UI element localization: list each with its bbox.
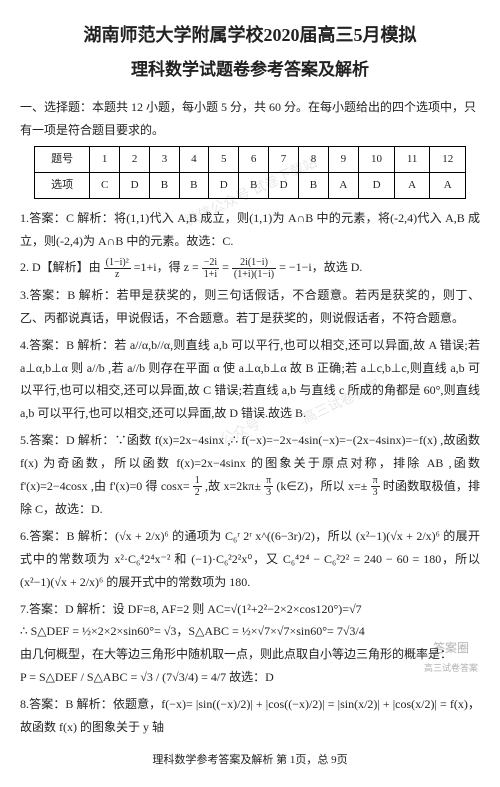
q2-block: 2. D【解析】由 (1−i)²z =1+i，得 z = −2i1+i = 2i…	[20, 256, 480, 280]
q5-c: (k∈Z)，所以 x=±	[276, 479, 367, 493]
q2-d: = −1−i，故选 D.	[279, 260, 362, 274]
frac-icon: (1−i)²z	[104, 257, 131, 280]
q3-block: 3.答案：B 解析：若甲是获奖的，则三句话假话，不合题意。若丙是获奖的，则丁、乙…	[20, 284, 480, 330]
q2-a: 2. D【解析】由	[20, 260, 101, 274]
q2-c: =	[222, 260, 229, 274]
frac-icon: π3	[371, 475, 380, 498]
title-main: 湖南师范大学附属学校2020届高三5月模拟	[20, 18, 480, 52]
answers-table: 题号 1 2 3 4 5 6 7 8 9 10 11 12 选项 C D B B…	[34, 146, 466, 199]
q1-block: 1.答案：C 解析：将(1,1)代入 A,B 成立，则(1,1)为 A∩B 中的…	[20, 207, 480, 253]
q5-b: ,故 x=2kπ±	[205, 479, 261, 493]
q2-b: =1+i，得 z =	[134, 260, 199, 274]
title-sub: 理科数学试题卷参考答案及解析	[20, 54, 480, 86]
header-label: 题号	[34, 147, 90, 173]
frac-icon: 12	[193, 475, 202, 498]
q7-c: 由几何概型，在大等边三角形中随机取一点，则此点取自小等边三角形的概率是：	[20, 643, 480, 666]
frac-icon: −2i1+i	[202, 257, 219, 280]
stamp-line2: 高三试卷答案	[424, 660, 478, 677]
stamp-line1: 答案圈	[424, 637, 478, 660]
q7-a: 7.答案：D 解析：设 DF=8, AF=2 则 AC=√(1²+2²−2×2×…	[20, 598, 480, 621]
q7-d: P = S△DEF / S△ABC = √3 / (7√3/4) = 4/7 故…	[20, 666, 480, 689]
q4-block: 4.答案：B 解析：若 a//α,b//α,则直线 a,b 可以平行,也可以相交…	[20, 334, 480, 425]
q7-block: 7.答案：D 解析：设 DF=8, AF=2 则 AC=√(1²+2²−2×2×…	[20, 598, 480, 689]
stamp: 答案圈 高三试卷答案	[424, 637, 478, 677]
section-head: 一、选择题：本题共 12 小题，每小题 5 分，共 60 分。在每小题给出的四个…	[20, 96, 480, 142]
q8-block: 8.答案：B 解析：依题意，f(−x)= |sin((−x)/2)| + |co…	[20, 693, 480, 739]
page-footer: 理科数学参考答案及解析 第 1页，总 9页	[20, 750, 480, 771]
frac-icon: 2i(1−i)(1+i)(1−i)	[232, 257, 276, 280]
choice-label: 选项	[34, 172, 90, 198]
q7-b: ∴ S△DEF = ½×2×2×sin60°= √3，S△ABC = ½×√7×…	[20, 620, 480, 643]
table-row: 选项 C D B B D B D B A D A A	[34, 172, 465, 198]
q6-block: 6.答案：B 解析：(√x + 2/x)⁶ 的通项为 C₆ʳ 2ʳ x^((6−…	[20, 525, 480, 593]
frac-icon: π3	[264, 475, 273, 498]
table-row: 题号 1 2 3 4 5 6 7 8 9 10 11 12	[34, 147, 465, 173]
q5-block: 5.答案：D 解析：∵函数 f(x)=2x−4sinx ,∴ f(−x)=−2x…	[20, 429, 480, 521]
